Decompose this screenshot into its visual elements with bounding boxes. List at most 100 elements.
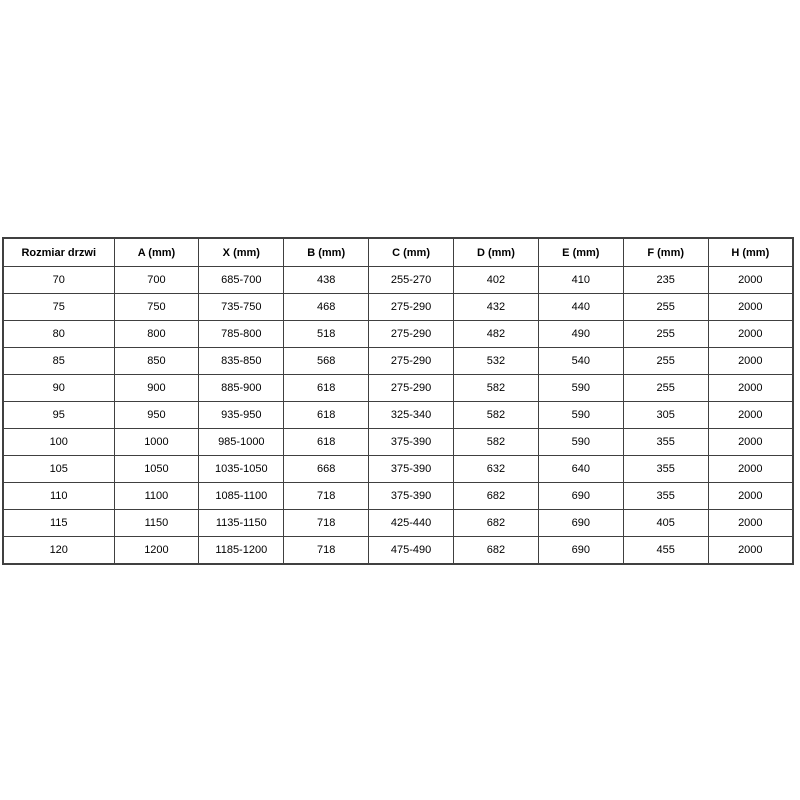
table-cell: 375-390 (368, 428, 454, 456)
column-header: X (mm) (198, 237, 285, 267)
table-cell: 70 (2, 266, 115, 294)
table-cell: 682 (453, 536, 539, 565)
table-row: 75 750 735-750 468 275-290 432 440 255 2000 (2, 293, 794, 321)
table-cell: 618 (283, 401, 370, 429)
table-cell: 375-390 (368, 482, 454, 510)
table-cell: 75 (2, 293, 115, 321)
table-cell: 425-440 (368, 509, 454, 537)
table-cell: 718 (283, 482, 370, 510)
table-cell: 618 (283, 374, 370, 402)
table-cell: 690 (537, 536, 624, 565)
table-cell: 2000 (707, 293, 794, 321)
table-cell: 355 (622, 482, 709, 510)
table-cell: 582 (453, 374, 539, 402)
table-cell: 468 (283, 293, 370, 321)
table-cell: 1100 (113, 482, 200, 510)
table-cell: 475-490 (368, 536, 454, 565)
table-cell: 2000 (707, 482, 794, 510)
table-cell: 2000 (707, 536, 794, 565)
table-cell: 402 (453, 266, 539, 294)
table-cell: 375-390 (368, 455, 454, 483)
table-cell: 2000 (707, 320, 794, 348)
table-row: 70 700 685-700 438 255-270 402 410 235 2000 (2, 266, 794, 294)
table-cell: 2000 (707, 266, 794, 294)
table-cell: 275-290 (368, 347, 454, 375)
table-cell: 2000 (707, 455, 794, 483)
column-header: D (mm) (453, 237, 539, 267)
table-cell: 2000 (707, 347, 794, 375)
table-row: 80 800 785-800 518 275-290 482 490 255 2000 (2, 320, 794, 348)
table-row: 85 850 835-850 568 275-290 532 540 255 2000 (2, 347, 794, 375)
table-cell: 950 (113, 401, 200, 429)
table-cell: 590 (537, 428, 624, 456)
table-cell: 105 (2, 455, 115, 483)
table-cell: 1050 (113, 455, 200, 483)
table-cell: 785-800 (198, 320, 285, 348)
table-row: 95 950 935-950 618 325-340 582 590 305 2000 (2, 401, 794, 429)
table-cell: 100 (2, 428, 115, 456)
table-cell: 482 (453, 320, 539, 348)
table-row: 105 1050 1035-1050 668 375-390 632 640 355 2000 (2, 455, 794, 483)
table-cell: 835-850 (198, 347, 285, 375)
table-cell: 2000 (707, 401, 794, 429)
table-header: Rozmiar drzwi A (mm) X (mm) B (mm) C (mm) D (… (2, 237, 794, 267)
table-cell: 1150 (113, 509, 200, 537)
column-header: E (mm) (537, 237, 624, 267)
table-cell: 255 (622, 293, 709, 321)
table-cell: 1035-1050 (198, 455, 285, 483)
table-cell: 532 (453, 347, 539, 375)
column-header: C (mm) (368, 237, 454, 267)
table-cell: 355 (622, 428, 709, 456)
column-header: F (mm) (622, 237, 709, 267)
column-header: H (mm) (707, 237, 794, 267)
column-header: Rozmiar drzwi (2, 237, 115, 267)
table-cell: 518 (283, 320, 370, 348)
table-row: 120 1200 1185-1200 718 475-490 682 690 455 2000 (2, 536, 794, 565)
table-cell: 490 (537, 320, 624, 348)
table-cell: 2000 (707, 509, 794, 537)
table-cell: 120 (2, 536, 115, 565)
table-cell: 590 (537, 401, 624, 429)
table-cell: 568 (283, 347, 370, 375)
table-cell: 690 (537, 482, 624, 510)
table-cell: 80 (2, 320, 115, 348)
table-cell: 2000 (707, 374, 794, 402)
table-cell: 540 (537, 347, 624, 375)
table-cell: 110 (2, 482, 115, 510)
table-cell: 410 (537, 266, 624, 294)
table-cell: 800 (113, 320, 200, 348)
table-cell: 618 (283, 428, 370, 456)
table-cell: 1185-1200 (198, 536, 285, 565)
table-cell: 685-700 (198, 266, 285, 294)
table-cell: 95 (2, 401, 115, 429)
table-cell: 700 (113, 266, 200, 294)
table-cell: 590 (537, 374, 624, 402)
header-row: Rozmiar drzwi A (mm) X (mm) B (mm) C (mm) D (… (2, 237, 794, 267)
table-cell: 432 (453, 293, 539, 321)
table-body: 70 700 685-700 438 255-270 402 410 235 2000 75 750… (2, 266, 794, 565)
table-cell: 325-340 (368, 401, 454, 429)
table-cell: 682 (453, 509, 539, 537)
column-header: B (mm) (283, 237, 370, 267)
door-dimensions-table: Rozmiar drzwi A (mm) X (mm) B (mm) C (mm) D (… (2, 237, 794, 565)
table-cell: 682 (453, 482, 539, 510)
table-cell: 275-290 (368, 293, 454, 321)
table-cell: 440 (537, 293, 624, 321)
table-cell: 2000 (707, 428, 794, 456)
table-cell: 640 (537, 455, 624, 483)
table-cell: 690 (537, 509, 624, 537)
table-row: 90 900 885-900 618 275-290 582 590 255 2000 (2, 374, 794, 402)
table-cell: 115 (2, 509, 115, 537)
table-cell: 255 (622, 347, 709, 375)
table-row: 110 1100 1085-1100 718 375-390 682 690 355 2000 (2, 482, 794, 510)
table-cell: 1135-1150 (198, 509, 285, 537)
table-cell: 1200 (113, 536, 200, 565)
table-row: 100 1000 985-1000 618 375-390 582 590 355 2000 (2, 428, 794, 456)
table-cell: 275-290 (368, 320, 454, 348)
table-cell: 750 (113, 293, 200, 321)
table-cell: 935-950 (198, 401, 285, 429)
table-cell: 735-750 (198, 293, 285, 321)
table-cell: 355 (622, 455, 709, 483)
table-cell: 85 (2, 347, 115, 375)
